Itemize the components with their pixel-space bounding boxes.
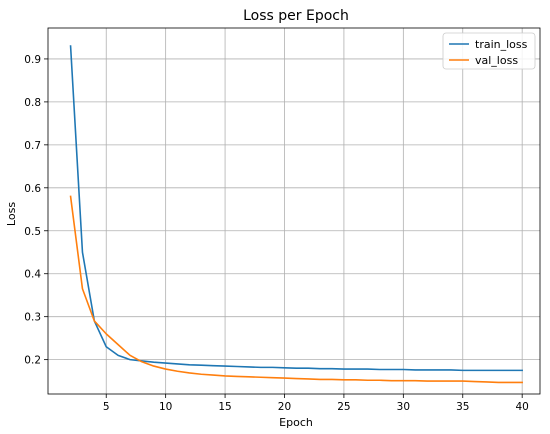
- x-tick-label: 25: [337, 401, 350, 413]
- x-tick-label: 10: [159, 401, 172, 413]
- y-axis-label: Loss: [5, 202, 18, 226]
- chart-title: Loss per Epoch: [243, 8, 349, 24]
- x-tick-label: 20: [278, 401, 291, 413]
- series-lines: [69, 45, 523, 384]
- y-ticks: 0.2 0.3 0.4 0.5 0.6 0.7 0.8 0.9: [24, 54, 48, 367]
- series-line-val-loss: [69, 195, 523, 384]
- y-tick-label: 0.2: [24, 355, 41, 367]
- x-tick-label: 35: [456, 401, 469, 413]
- y-tick-label: 0.8: [24, 97, 41, 109]
- x-tick-label: 5: [103, 401, 110, 413]
- x-tick-label: 15: [218, 401, 231, 413]
- x-tick-label: 30: [397, 401, 410, 413]
- y-tick-label: 0.4: [24, 269, 41, 281]
- plot-frame: [47, 27, 541, 395]
- x-ticks: 5 10 15 20 25 30 35 40: [103, 394, 529, 413]
- y-tick-label: 0.6: [24, 183, 41, 195]
- x-axis-label: Epoch: [279, 416, 313, 429]
- legend-label: train_loss: [475, 38, 528, 51]
- legend: train_loss val_loss: [442, 32, 536, 70]
- y-tick-label: 0.7: [24, 140, 41, 152]
- legend-label: val_loss: [475, 54, 518, 67]
- series-line-train-loss: [69, 45, 523, 372]
- y-tick-label: 0.5: [24, 226, 41, 238]
- grid: [48, 28, 540, 394]
- y-tick-label: 0.9: [24, 54, 41, 66]
- x-tick-label: 40: [515, 401, 528, 413]
- y-tick-label: 0.3: [24, 312, 41, 324]
